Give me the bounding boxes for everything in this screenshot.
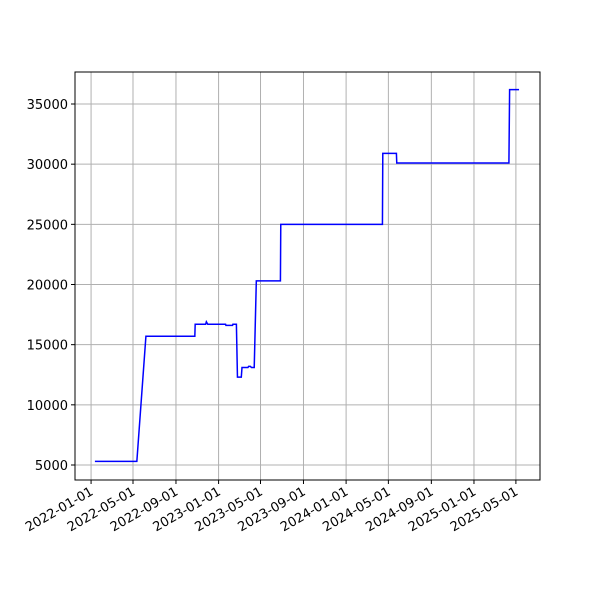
y-tick-label: 35000 — [27, 98, 68, 113]
y-tick-label: 10000 — [27, 399, 68, 414]
data-line — [94, 88, 520, 463]
plot-frame — [74, 71, 541, 481]
y-tick-label: 5000 — [35, 459, 68, 474]
y-tick-label: 25000 — [27, 218, 68, 233]
y-tick-label: 15000 — [27, 339, 68, 354]
y-tick-label: 20000 — [27, 279, 68, 294]
y-tick-label: 30000 — [27, 158, 68, 173]
